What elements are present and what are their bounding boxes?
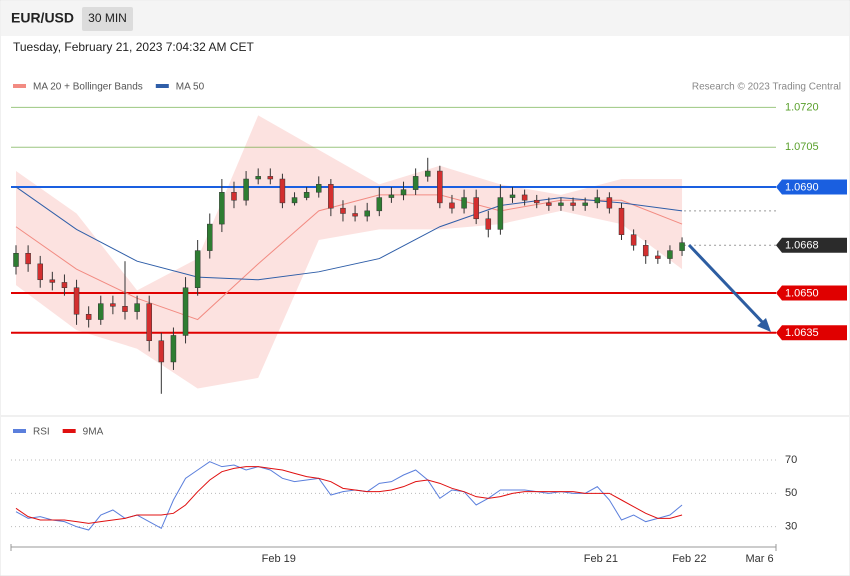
candle-body xyxy=(606,197,613,209)
oscillator-line xyxy=(15,466,683,524)
candle-body xyxy=(582,202,588,206)
level-tag xyxy=(776,325,847,341)
candle-body xyxy=(642,245,649,257)
candle-body xyxy=(558,202,564,206)
legend-swatch xyxy=(13,429,26,433)
bollinger-band xyxy=(16,115,683,389)
indicator-line xyxy=(15,186,683,281)
candle-body xyxy=(231,192,237,201)
candle-body xyxy=(170,335,177,363)
y-tick-label: 30 xyxy=(785,521,797,533)
level-tag xyxy=(776,179,847,195)
legend-swatch xyxy=(62,429,76,433)
candle-body xyxy=(243,178,249,201)
candle-body xyxy=(546,202,552,206)
candle-body xyxy=(146,303,152,342)
y-tick-label: 50 xyxy=(785,487,797,499)
candle-body xyxy=(61,282,68,288)
candle-body xyxy=(98,303,104,320)
legend-swatch xyxy=(13,84,26,88)
main-layer: MA 20 + Bollinger Bands MA 50 Research © 2… xyxy=(11,82,847,565)
candle-body xyxy=(267,176,274,180)
candle-body xyxy=(594,197,601,204)
candle-body xyxy=(570,202,576,206)
legend-label: MA 20 + Bollinger Bands xyxy=(33,82,143,93)
candle-body xyxy=(424,170,431,177)
candle-body xyxy=(618,207,625,235)
candle-body xyxy=(85,313,92,320)
candle-body xyxy=(279,178,286,204)
candle-body xyxy=(316,184,322,193)
candle-body xyxy=(134,303,140,312)
candle-body xyxy=(207,223,213,251)
x-tick-label: Feb 19 xyxy=(262,553,296,565)
candle-body xyxy=(449,202,455,209)
candle-body xyxy=(158,340,165,363)
candle-body xyxy=(473,197,479,220)
indicator-line xyxy=(15,194,683,321)
level-tag xyxy=(776,285,847,301)
symbol: EUR/USD xyxy=(11,10,74,26)
bands-layer xyxy=(16,115,683,389)
candle-body xyxy=(49,279,56,283)
candle-body xyxy=(219,192,225,225)
legend-label: MA 50 xyxy=(176,82,205,93)
level-label: 1.0690 xyxy=(785,181,819,193)
level-label: 1.0635 xyxy=(785,327,819,339)
x-tick-label: Feb 21 xyxy=(584,553,618,565)
level-label: 1.0705 xyxy=(785,141,819,153)
y-tick-label: 70 xyxy=(785,454,797,466)
level-label: 1.0668 xyxy=(785,240,819,252)
x-tick-label: Mar 6 xyxy=(745,553,773,565)
candle-body xyxy=(110,303,116,307)
interval[interactable]: 30 MIN xyxy=(88,11,127,25)
candle-body xyxy=(497,197,504,230)
candle-body xyxy=(25,253,31,265)
legend-swatch xyxy=(155,84,169,88)
candle-body xyxy=(630,234,637,246)
level-label: 1.0720 xyxy=(785,101,819,113)
candle-body xyxy=(328,184,334,209)
x-tick-label: Feb 22 xyxy=(672,553,706,565)
candle-body xyxy=(255,176,261,180)
level-tag xyxy=(776,237,847,253)
candle-body xyxy=(73,287,80,315)
candle-body xyxy=(376,197,383,212)
legend-label: RSI xyxy=(33,427,50,438)
level-label: 1.0650 xyxy=(785,287,819,299)
candle-body xyxy=(388,194,395,198)
header-bar xyxy=(1,1,849,36)
source: Research © 2023 Trading Central xyxy=(692,82,841,93)
interval-box[interactable] xyxy=(82,7,133,31)
candle-body xyxy=(13,253,19,267)
candle-body xyxy=(521,194,528,201)
forecast-arrow xyxy=(687,243,768,328)
candle-body xyxy=(340,207,346,214)
candle-body xyxy=(461,197,467,209)
candle-body xyxy=(485,218,492,230)
candle-body xyxy=(37,263,43,281)
legend-label: 9MA xyxy=(83,427,104,438)
candle-body xyxy=(364,210,370,217)
candle-body xyxy=(412,176,419,190)
timestamp: Tuesday, February 21, 2023 7:04:32 AM CE… xyxy=(13,40,254,54)
candle-body xyxy=(667,250,673,259)
forecast-arrow-head xyxy=(757,318,771,332)
candle-body xyxy=(509,194,516,198)
candle-body xyxy=(291,197,298,204)
candle-body xyxy=(122,306,128,312)
candle-body xyxy=(194,250,201,288)
candle-body xyxy=(533,199,540,204)
candle-body xyxy=(182,287,189,336)
candle-body xyxy=(352,213,358,217)
candle-body xyxy=(679,242,685,251)
candle-body xyxy=(400,189,407,196)
candle-body xyxy=(655,255,661,259)
candle-body xyxy=(437,170,443,204)
candle-body xyxy=(303,192,310,198)
